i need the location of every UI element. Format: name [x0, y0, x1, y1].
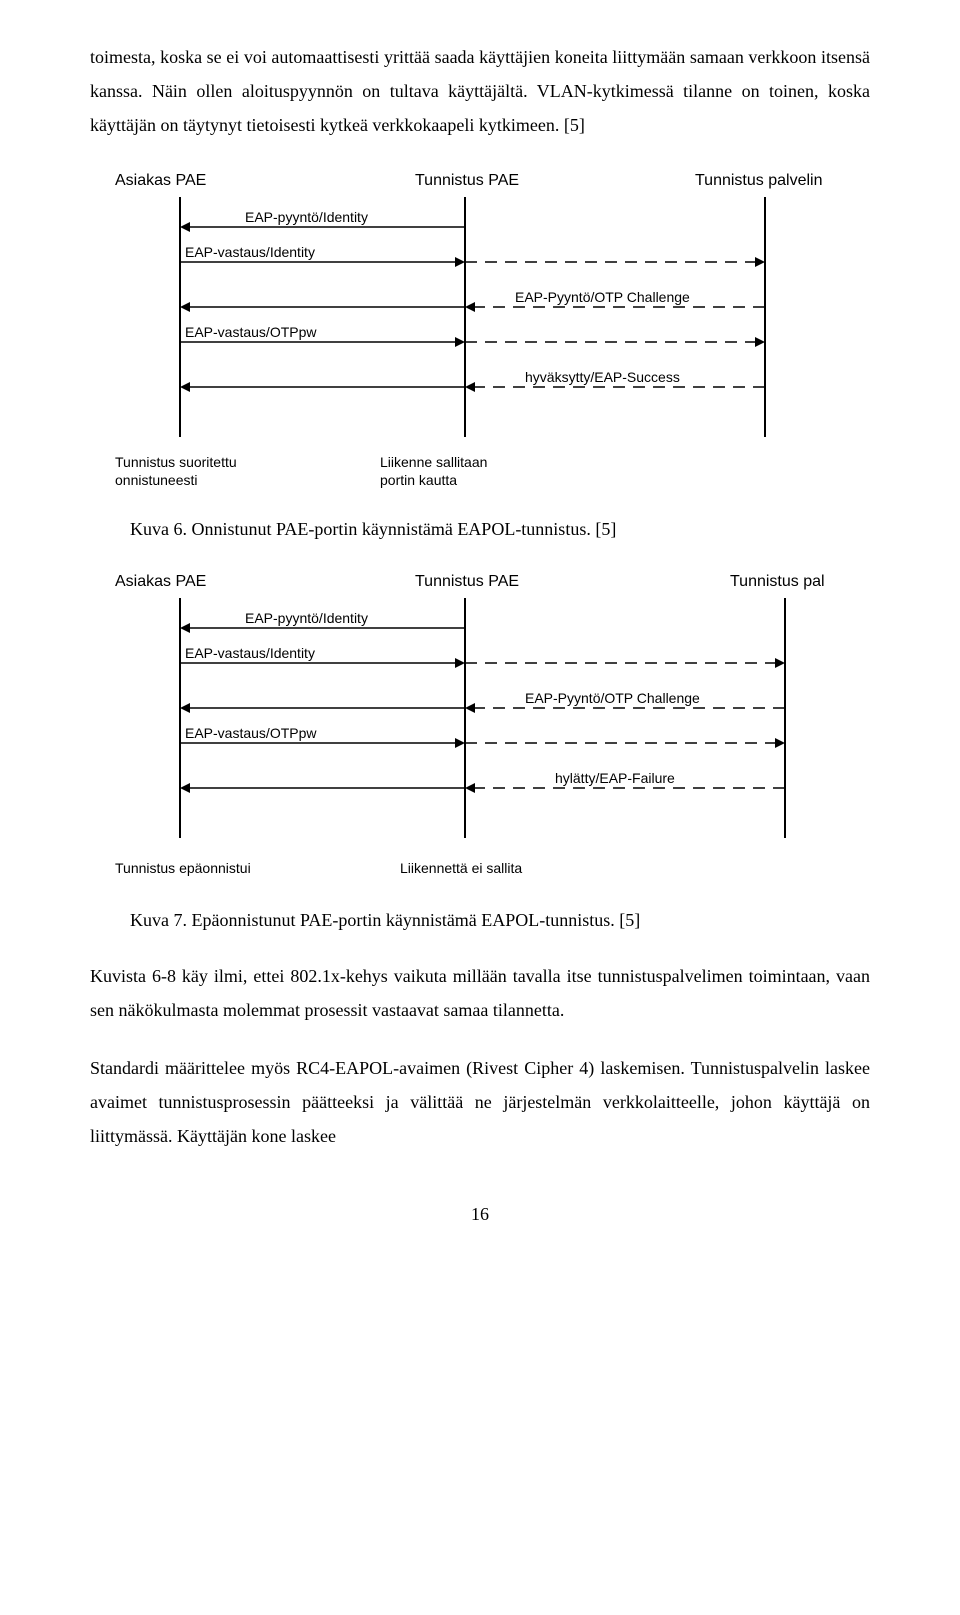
- figure-6: Asiakas PAE Tunnistus PAE Tunnistus palvel…: [90, 167, 870, 507]
- svg-text:EAP-pyyntö/Identity: EAP-pyyntö/Identity: [245, 209, 368, 225]
- page-container: toimesta, koska se ei voi automaattisest…: [0, 0, 960, 1265]
- svg-text:onnistuneesti: onnistuneesti: [115, 472, 198, 488]
- svg-text:EAP-vastaus/OTPpw: EAP-vastaus/OTPpw: [185, 324, 317, 340]
- svg-text:EAP-Pyyntö/OTP Challenge: EAP-Pyyntö/OTP Challenge: [525, 690, 700, 706]
- svg-text:EAP-vastaus/OTPpw: EAP-vastaus/OTPpw: [185, 725, 317, 741]
- svg-text:EAP-vastaus/Identity: EAP-vastaus/Identity: [185, 244, 315, 260]
- svg-text:Tunnistus PAE: Tunnistus PAE: [415, 172, 519, 189]
- svg-text:EAP-vastaus/Identity: EAP-vastaus/Identity: [185, 645, 315, 661]
- svg-text:Tunnistus suoritettu: Tunnistus suoritettu: [115, 454, 237, 470]
- svg-text:Tunnistus epäonnistui: Tunnistus epäonnistui: [115, 860, 251, 876]
- svg-text:Tunnistus pal: Tunnistus pal: [730, 573, 825, 590]
- svg-text:Tunnistus palvelin: Tunnistus palvelin: [695, 172, 822, 189]
- paragraph-kuvista: Kuvista 6-8 käy ilmi, ettei 802.1x-kehys…: [90, 959, 870, 1027]
- figure-6-caption: Kuva 6. Onnistunut PAE-portin käynnistäm…: [130, 519, 870, 540]
- svg-text:Tunnistus PAE: Tunnistus PAE: [415, 573, 519, 590]
- sequence-diagram-success: Asiakas PAE Tunnistus PAE Tunnistus palvel…: [90, 167, 870, 507]
- paragraph-intro: toimesta, koska se ei voi automaattisest…: [90, 40, 870, 143]
- svg-text:Liikennettä ei sallita: Liikennettä ei sallita: [400, 860, 522, 876]
- figure-7-caption: Kuva 7. Epäonnistunut PAE-portin käynnis…: [130, 910, 870, 931]
- svg-text:Asiakas PAE: Asiakas PAE: [115, 573, 206, 590]
- svg-text:portin kautta: portin kautta: [380, 472, 457, 488]
- page-number: 16: [90, 1204, 870, 1225]
- svg-text:Asiakas PAE: Asiakas PAE: [115, 172, 206, 189]
- svg-text:Liikenne sallitaan: Liikenne sallitaan: [380, 454, 487, 470]
- svg-text:hyväksytty/EAP-Success: hyväksytty/EAP-Success: [525, 369, 680, 385]
- paragraph-standardi: Standardi määrittelee myös RC4-EAPOL-ava…: [90, 1051, 870, 1154]
- svg-text:hylätty/EAP-Failure: hylätty/EAP-Failure: [555, 770, 675, 786]
- sequence-diagram-failure: Asiakas PAE Tunnistus PAE Tunnistus pal EAP…: [90, 568, 870, 898]
- svg-text:EAP-Pyyntö/OTP Challenge: EAP-Pyyntö/OTP Challenge: [515, 289, 690, 305]
- svg-text:EAP-pyyntö/Identity: EAP-pyyntö/Identity: [245, 610, 368, 626]
- figure-7: Asiakas PAE Tunnistus PAE Tunnistus pal EAP…: [90, 568, 870, 898]
